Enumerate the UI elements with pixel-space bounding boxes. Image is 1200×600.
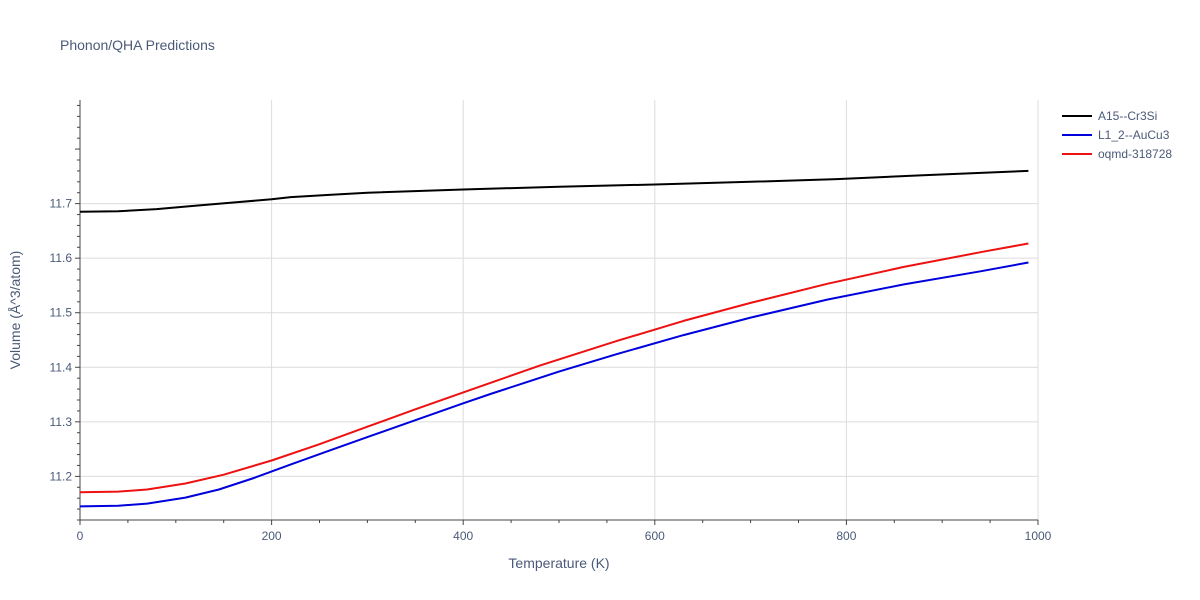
x-axis-title: Temperature (K): [508, 555, 609, 571]
legend-item-1[interactable]: L1_2--AuCu3: [1062, 128, 1170, 142]
y-tick-label: 11.6: [50, 251, 73, 265]
series-line-0: [79, 169, 1029, 213]
x-tick-label: 800: [836, 529, 856, 543]
legend-item-2[interactable]: oqmd-318728: [1062, 147, 1172, 161]
x-tick-label: 600: [645, 529, 665, 543]
x-tick-label: 0: [77, 529, 84, 543]
y-tick-label: 11.2: [50, 469, 73, 483]
legend[interactable]: A15--Cr3Si L1_2--AuCu3 oqmd-318728: [1062, 109, 1172, 161]
x-tick-label: 400: [453, 529, 473, 543]
legend-item-0[interactable]: A15--Cr3Si: [1062, 109, 1157, 123]
series-layer: [79, 169, 1029, 508]
y-tick-label: 11.7: [50, 197, 73, 211]
x-tick-label: 1000: [1025, 529, 1052, 543]
legend-label: L1_2--AuCu3: [1098, 128, 1170, 142]
legend-label: A15--Cr3Si: [1098, 109, 1157, 123]
y-axis-title: Volume (Å^3/atom): [7, 251, 23, 370]
axes: 0 200 400 600 800 1000 11.2 11.3 11.4 11.5 11.6 11.…: [50, 100, 1052, 543]
y-tick-label: 11.3: [50, 415, 73, 429]
series-line-1: [79, 261, 1029, 508]
series-line-2: [79, 242, 1029, 494]
y-tick-label: 11.4: [50, 360, 73, 374]
chart-title: Phonon/QHA Predictions: [60, 37, 215, 53]
grid-layer: [80, 100, 1039, 520]
legend-label: oqmd-318728: [1098, 147, 1172, 161]
x-tick-label: 200: [262, 529, 282, 543]
y-tick-label: 11.5: [50, 306, 73, 320]
